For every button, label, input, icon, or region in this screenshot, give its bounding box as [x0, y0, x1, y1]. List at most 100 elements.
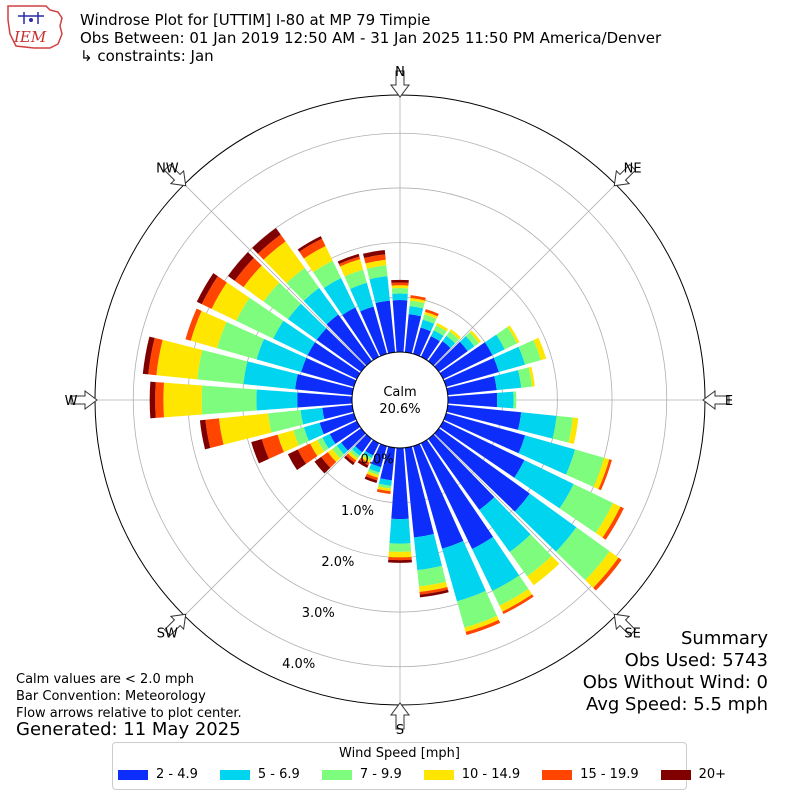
- windrose-bar: [303, 246, 333, 273]
- windrose-bar: [347, 451, 358, 461]
- windrose-bar: [413, 327, 431, 357]
- windrose-bar: [449, 329, 461, 340]
- generated-date: Generated: 11 May 2025: [16, 719, 241, 740]
- windrose-bar: [443, 413, 526, 454]
- flow-arrow: [613, 613, 637, 637]
- chart-title: Windrose Plot for [UTTIM] I-80 at MP 79 …: [80, 11, 431, 29]
- windrose-bar: [443, 357, 499, 387]
- ring-gridline: [132, 132, 668, 668]
- windrose-bar: [243, 361, 298, 390]
- windrose-bar: [585, 551, 619, 588]
- windrose-bar: [518, 435, 576, 475]
- windrose-bar: [314, 456, 331, 474]
- legend: Wind Speed [mph] 2 - 4.9 5 - 6.9 7 - 9.9 10…: [112, 742, 726, 790]
- flow-arrow: [390, 702, 410, 730]
- windrose-bar: [377, 486, 392, 492]
- windrose-bar: [196, 273, 218, 305]
- flow-arrow: [163, 163, 187, 187]
- flow-arrow: [390, 70, 410, 98]
- windrose-bar: [391, 282, 409, 286]
- windrose-bar: [310, 439, 325, 457]
- windrose-bar: [388, 551, 412, 558]
- windrose-bar: [602, 506, 624, 540]
- legend-item: 2 - 4.9: [118, 767, 198, 782]
- windrose-bar: [257, 234, 286, 260]
- windrose-bar: [568, 417, 579, 444]
- windrose-bar: [439, 420, 525, 478]
- windrose-bar: [345, 453, 357, 463]
- windrose-bar: [357, 460, 369, 468]
- radial-gridline: [184, 433, 367, 616]
- windrose-bar: [391, 279, 409, 283]
- obs-without-wind: Obs Without Wind: 0: [582, 672, 768, 693]
- windrose-bar: [236, 297, 284, 339]
- windrose-bar: [493, 346, 526, 373]
- windrose-bar: [410, 295, 426, 301]
- windrose-bar: [496, 326, 518, 350]
- windrose-bar: [263, 241, 305, 284]
- radial-tick-label: 3.0%: [302, 606, 335, 621]
- windrose-bar: [428, 434, 495, 510]
- legend-swatch: [660, 769, 691, 780]
- windrose-bar: [313, 260, 342, 288]
- windrose-bar: [156, 339, 203, 380]
- windrose-bar: [211, 282, 250, 321]
- windrose-bar: [277, 430, 299, 453]
- direction-label: E: [725, 394, 733, 409]
- windrose-bar: [359, 457, 370, 466]
- windrose-bar: [344, 269, 367, 289]
- windrose-bar: [509, 534, 552, 577]
- windrose-bar: [559, 483, 614, 534]
- flow-arrow: [163, 613, 187, 637]
- windrose-bar: [341, 428, 366, 451]
- windrose-bar: [295, 374, 354, 396]
- calm-value: 20.6%: [379, 402, 420, 417]
- windrose-bar: [413, 534, 442, 571]
- windrose-bar: [420, 439, 494, 550]
- windrose-bar: [316, 328, 366, 372]
- obs-between: Obs Between: 01 Jan 2019 12:50 AM - 31 J…: [80, 29, 662, 47]
- notes: Calm values are < 2.0 mph Bar Convention…: [16, 671, 242, 722]
- direction-label: NE: [624, 161, 642, 176]
- windrose-bar: [527, 555, 560, 586]
- windrose-bar: [459, 336, 475, 352]
- windrose-bar: [342, 307, 380, 361]
- windrose-bar: [494, 370, 522, 391]
- legend-item: 10 - 14.9: [423, 767, 520, 782]
- windrose-bar: [410, 297, 426, 304]
- windrose-bar: [465, 332, 479, 347]
- windrose-bar: [350, 282, 374, 312]
- windrose-bar: [303, 287, 339, 325]
- windrose-bar: [518, 367, 533, 388]
- windrose-bar: [446, 331, 460, 344]
- windrose-bar: [484, 334, 505, 356]
- windrose-bar: [434, 341, 468, 372]
- windrose-bar: [251, 439, 269, 464]
- windrose-bar: [375, 300, 396, 354]
- windrose-bar: [404, 446, 434, 538]
- windrose-bar: [502, 594, 534, 615]
- legend-item: 5 - 6.9: [219, 767, 300, 782]
- windrose-bar: [419, 589, 449, 598]
- flow-arrows-note: Flow arrows relative to plot center.: [16, 706, 242, 721]
- windrose-bar: [323, 278, 356, 316]
- windrose-bar: [337, 253, 360, 264]
- windrose-bar: [321, 452, 337, 468]
- iem-logo: IEM: [4, 4, 66, 50]
- legend-label: 20+: [698, 767, 727, 782]
- windrose-bar: [496, 391, 514, 409]
- windrose-bar: [365, 439, 380, 456]
- radial-tick-label: 0.0%: [361, 453, 394, 468]
- windrose-bar: [297, 236, 322, 252]
- legend-item: 7 - 9.9: [321, 767, 402, 782]
- legend-items: 2 - 4.9 5 - 6.9 7 - 9.9 10 - 14.9 15 - 19.9 2…: [118, 767, 726, 782]
- windrose-bar: [465, 619, 501, 636]
- windrose-bar: [205, 418, 224, 448]
- windrose-bar: [201, 385, 257, 415]
- windrose-bar: [552, 415, 573, 443]
- windrose-bar: [185, 308, 202, 341]
- windrose-bar: [409, 300, 425, 309]
- windrose-bar: [422, 314, 437, 324]
- windrose-bar: [442, 335, 456, 348]
- windrose-bar: [326, 314, 372, 366]
